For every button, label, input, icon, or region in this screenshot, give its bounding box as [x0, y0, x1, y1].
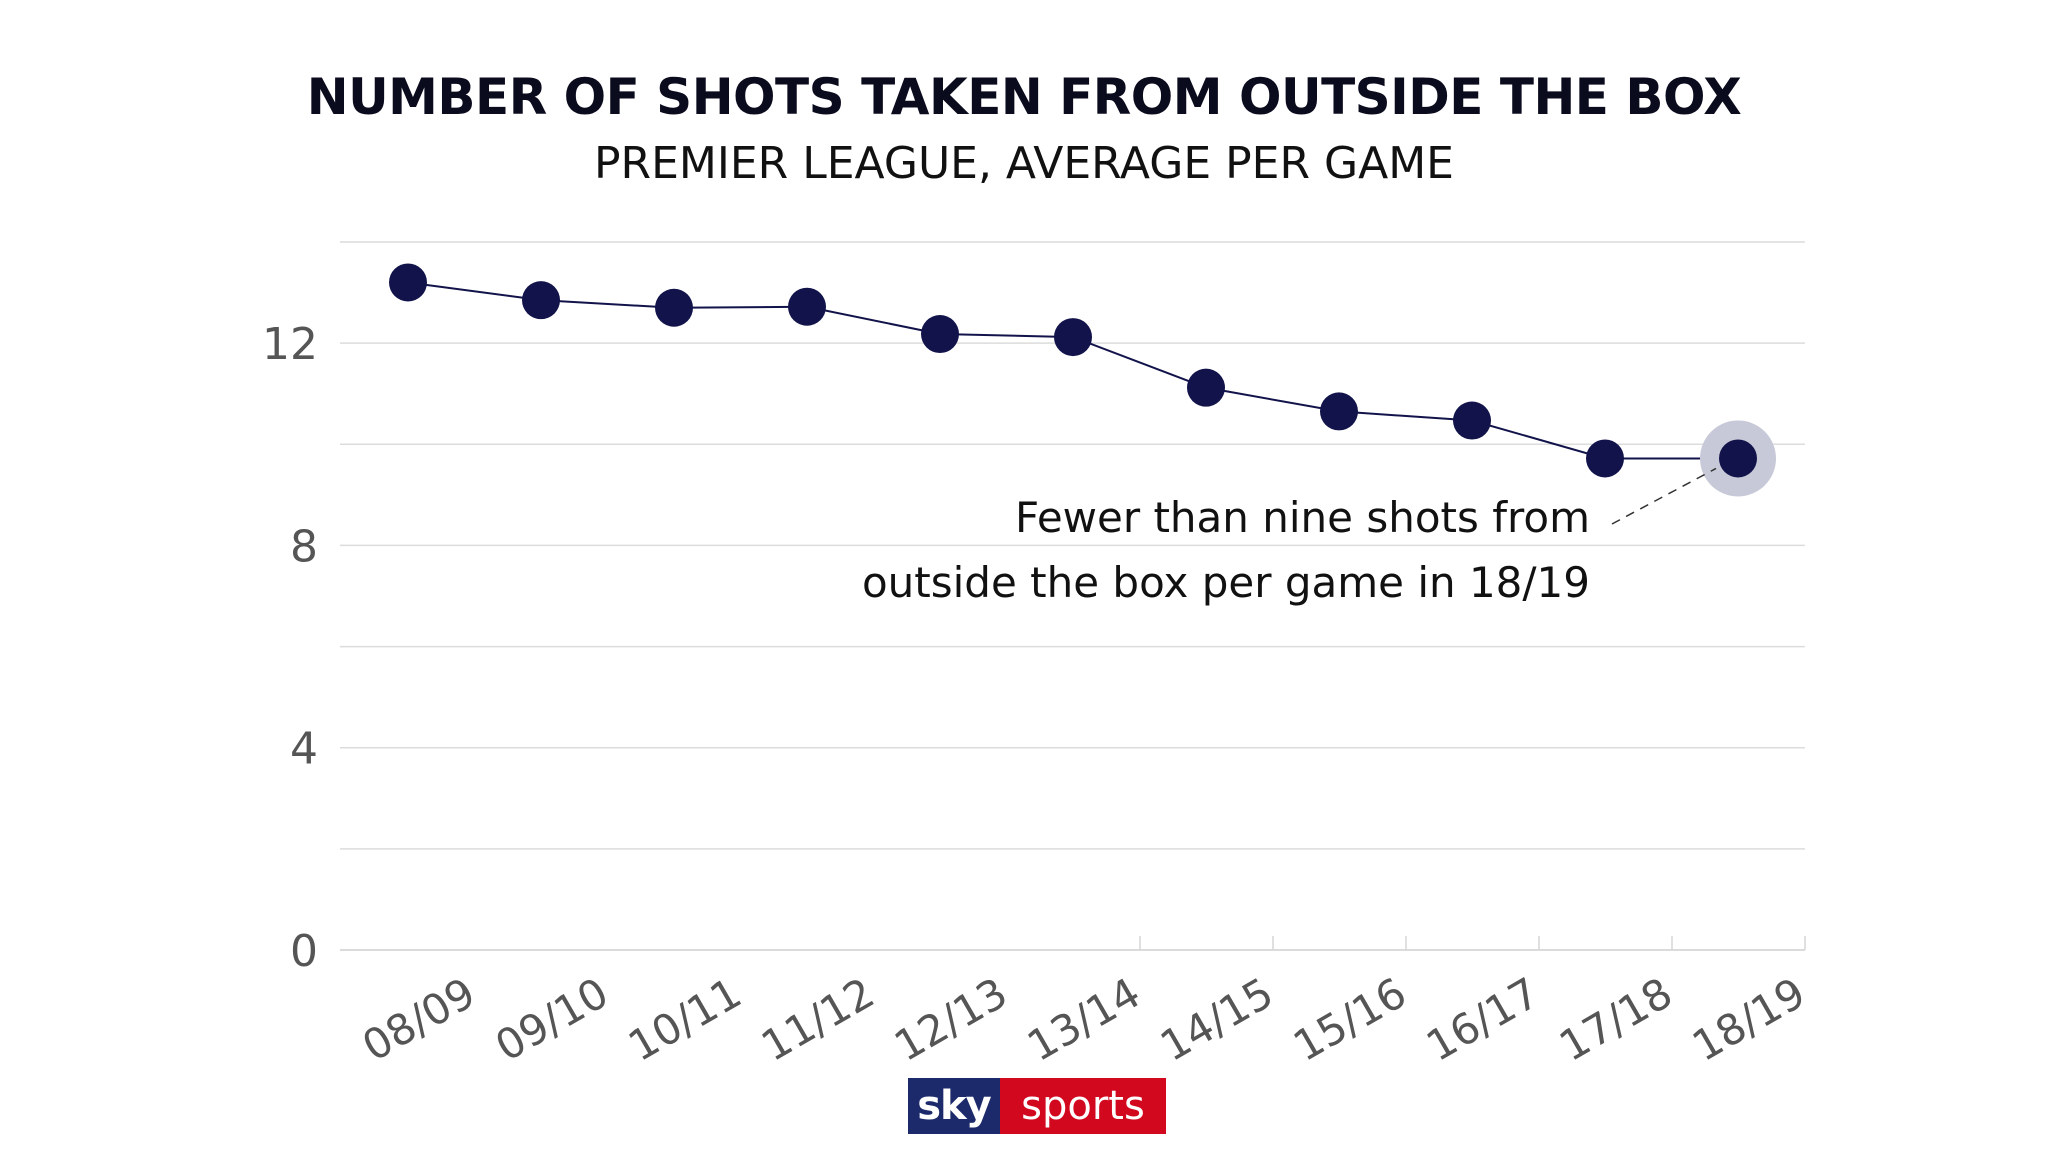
x-tick-label: 12/13 [886, 968, 1015, 1071]
data-point [522, 281, 560, 320]
x-axis-labels: 08/09 09/10 10/11 11/12 12/13 13/14 14/15 15/16… [354, 968, 1813, 1071]
x-tick-label: 08/09 [354, 968, 483, 1071]
data-point [1719, 439, 1757, 478]
data-points [389, 263, 1776, 497]
logo-sports-text: sports [1000, 1078, 1166, 1134]
data-point [1453, 401, 1491, 440]
series-line [407, 281, 1738, 460]
annotation: Fewer than nine shots from outside the bo… [862, 467, 1717, 607]
chart-subtitle: PREMIER LEAGUE, AVERAGE PER GAME [594, 138, 1454, 189]
x-tick-label: 18/19 [1684, 968, 1813, 1071]
data-point [1320, 392, 1358, 431]
data-point [1054, 318, 1092, 357]
x-tick-label: 10/11 [620, 968, 749, 1071]
grid-layer [340, 241, 1806, 951]
x-tick-label: 17/18 [1551, 968, 1680, 1071]
chart-title: NUMBER OF SHOTS TAKEN FROM OUTSIDE THE B… [306, 68, 1742, 126]
y-tick-label: 0 [290, 926, 318, 977]
annotation-line-1: Fewer than nine shots from [1015, 493, 1590, 542]
data-point [655, 288, 693, 327]
x-tick-label: 13/14 [1019, 968, 1148, 1071]
x-tick-label: 14/15 [1152, 968, 1281, 1071]
series-line-layer [407, 281, 1738, 460]
data-point [1187, 368, 1225, 407]
annotation-line-2: outside the box per game in 18/19 [862, 558, 1590, 607]
x-tick-label: 16/17 [1418, 968, 1547, 1071]
y-tick-label: 4 [290, 724, 318, 775]
y-axis-ticks: 0 4 8 12 [262, 319, 318, 977]
annotation-leader [1611, 467, 1717, 525]
y-tick-label: 8 [290, 521, 318, 572]
data-point [1586, 439, 1624, 478]
data-point [921, 315, 959, 354]
x-tick-label: 09/10 [487, 968, 616, 1071]
sky-sports-logo: sky sports [908, 1078, 1166, 1134]
x-tick-label: 11/12 [753, 968, 882, 1071]
logo-sky-text: sky [908, 1078, 1000, 1134]
data-point [389, 263, 427, 302]
x-tick-label: 15/16 [1285, 968, 1414, 1071]
y-tick-label: 12 [262, 319, 318, 370]
data-point [788, 287, 826, 326]
